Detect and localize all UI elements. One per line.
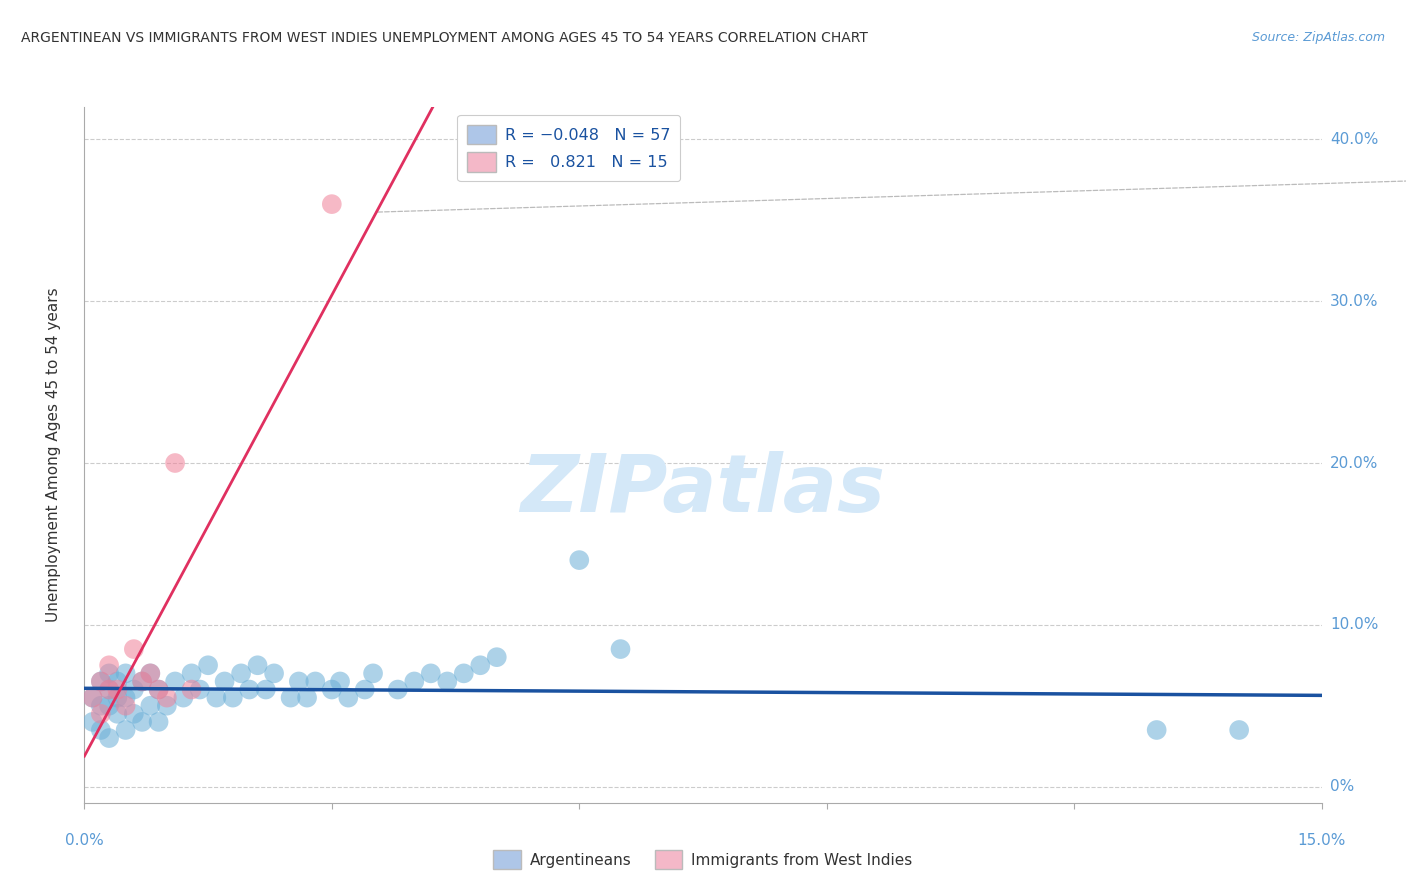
Point <box>188 682 211 697</box>
Point <box>470 658 492 673</box>
Point <box>387 682 409 697</box>
Point <box>229 666 252 681</box>
Point <box>165 674 187 689</box>
Point <box>288 674 311 689</box>
Point <box>485 650 508 665</box>
Point <box>114 690 136 705</box>
Point <box>122 682 145 697</box>
Text: 0%: 0% <box>1330 779 1354 794</box>
Text: 10.0%: 10.0% <box>1330 617 1378 632</box>
Point <box>197 658 219 673</box>
Point <box>280 690 302 705</box>
Point <box>148 714 170 729</box>
Point <box>222 690 245 705</box>
Point <box>361 666 384 681</box>
Point <box>131 674 153 689</box>
Point <box>172 690 194 705</box>
Point <box>98 682 121 697</box>
Point <box>98 698 121 713</box>
Point <box>321 197 343 211</box>
Point <box>98 666 121 681</box>
Point <box>263 666 285 681</box>
Point <box>246 658 269 673</box>
Point <box>131 674 153 689</box>
Point <box>148 682 170 697</box>
Point <box>105 682 128 697</box>
Point <box>122 706 145 721</box>
Point <box>90 674 112 689</box>
Point <box>105 674 128 689</box>
Point <box>98 731 121 745</box>
Point <box>304 674 326 689</box>
Point <box>295 690 318 705</box>
Point <box>321 682 343 697</box>
Point <box>90 723 112 737</box>
Text: 40.0%: 40.0% <box>1330 132 1378 147</box>
Point <box>90 674 112 689</box>
Point <box>238 682 260 697</box>
Point <box>419 666 441 681</box>
Point <box>139 666 162 681</box>
Point <box>254 682 277 697</box>
Point <box>329 674 352 689</box>
Point <box>90 706 112 721</box>
Point <box>90 698 112 713</box>
Point <box>131 714 153 729</box>
Point <box>98 658 121 673</box>
Point <box>404 674 426 689</box>
Point <box>148 682 170 697</box>
Text: 30.0%: 30.0% <box>1330 293 1378 309</box>
Point <box>105 706 128 721</box>
Point <box>122 642 145 657</box>
Point <box>214 674 236 689</box>
Point <box>82 690 104 705</box>
Point <box>568 553 591 567</box>
Point <box>114 666 136 681</box>
Point <box>98 682 121 697</box>
Text: 15.0%: 15.0% <box>1298 833 1346 848</box>
Point <box>165 456 187 470</box>
Text: Source: ZipAtlas.com: Source: ZipAtlas.com <box>1251 31 1385 45</box>
Text: 20.0%: 20.0% <box>1330 456 1378 470</box>
Point <box>156 690 179 705</box>
Point <box>139 698 162 713</box>
Point <box>353 682 375 697</box>
Point <box>139 666 162 681</box>
Point <box>1146 723 1168 737</box>
Point <box>453 666 475 681</box>
Point <box>180 666 202 681</box>
Point <box>609 642 631 657</box>
Text: ZIPatlas: ZIPatlas <box>520 450 886 529</box>
Point <box>1227 723 1250 737</box>
Point <box>105 690 128 705</box>
Point <box>436 674 458 689</box>
Point <box>114 723 136 737</box>
Point <box>205 690 228 705</box>
Point <box>180 682 202 697</box>
Legend: Argentineans, Immigrants from West Indies: Argentineans, Immigrants from West Indie… <box>488 845 918 875</box>
Point <box>82 714 104 729</box>
Text: 0.0%: 0.0% <box>65 833 104 848</box>
Text: ARGENTINEAN VS IMMIGRANTS FROM WEST INDIES UNEMPLOYMENT AMONG AGES 45 TO 54 YEAR: ARGENTINEAN VS IMMIGRANTS FROM WEST INDI… <box>21 31 868 45</box>
Point <box>82 690 104 705</box>
Point <box>337 690 360 705</box>
Point <box>156 698 179 713</box>
Point <box>114 698 136 713</box>
Y-axis label: Unemployment Among Ages 45 to 54 years: Unemployment Among Ages 45 to 54 years <box>46 287 60 623</box>
